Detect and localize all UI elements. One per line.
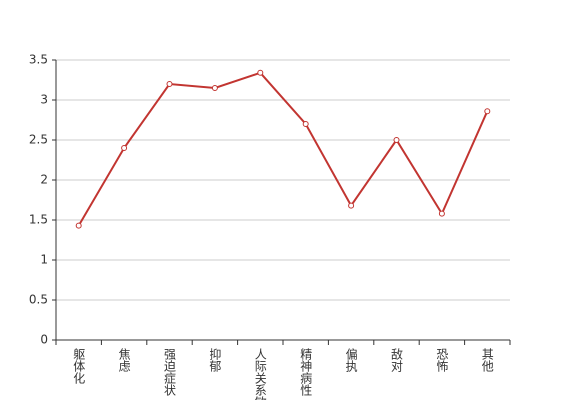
- y-tick-label: 0.5: [29, 293, 48, 307]
- y-tick-label: 0: [40, 333, 48, 347]
- data-point: [438, 210, 445, 217]
- y-tick-label: 3.5: [29, 53, 48, 67]
- data-point: [166, 81, 173, 87]
- y-tick-label: 1.5: [29, 213, 48, 227]
- data-point: [484, 108, 491, 115]
- data-point: [121, 145, 128, 151]
- x-tick-label: 敌对: [390, 347, 404, 372]
- x-tick-label: 抑郁: [208, 347, 222, 373]
- y-tick-label: 2: [40, 173, 48, 187]
- y-tick-label: 3: [40, 93, 48, 107]
- y-tick-label: 2.5: [29, 133, 48, 147]
- data-point: [211, 85, 218, 91]
- data-point: [348, 202, 355, 209]
- x-tick-label: 恐怖: [435, 348, 449, 372]
- data-line: [77, 71, 489, 227]
- x-tick-label: 躯体化: [72, 347, 86, 385]
- y-tick-label: 1: [40, 253, 48, 267]
- data-point: [257, 69, 264, 76]
- data-point: [75, 222, 82, 229]
- x-tick-label: 精神病性: [299, 348, 313, 397]
- data-point: [393, 137, 400, 143]
- x-tick-label: 焦虑: [117, 348, 131, 372]
- x-tick-label: 强迫症状: [163, 348, 177, 396]
- x-tick-label: 偏执: [344, 347, 358, 373]
- x-tick-label: 人际关系敏感: [253, 348, 267, 400]
- data-point: [302, 121, 309, 127]
- x-tick-label: 其他: [480, 348, 494, 372]
